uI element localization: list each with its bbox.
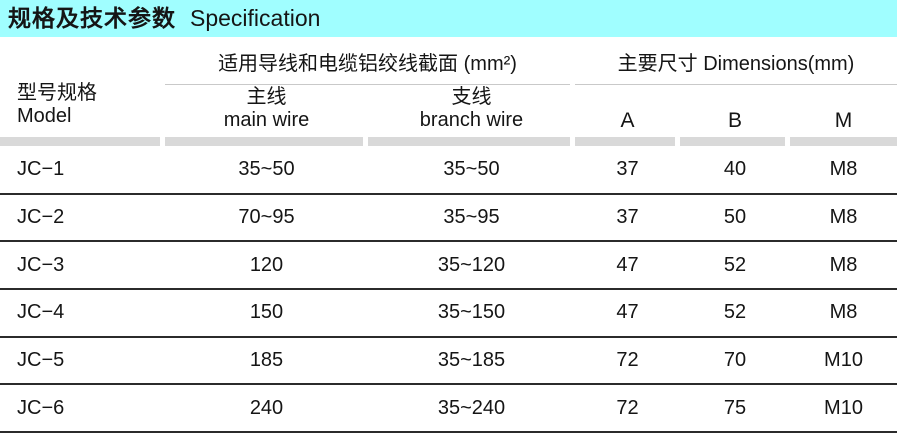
branch-wire-cell: 35~150 [437, 301, 506, 324]
table-row: JC−4 150 35~150 47 52 M8 [0, 290, 897, 338]
dim-a-cell: 47 [616, 253, 639, 276]
dim-a-cell: 47 [616, 301, 639, 324]
separator-segment [0, 137, 160, 146]
dim-a-cell: 72 [616, 396, 639, 419]
main-wire-cell: 150 [249, 301, 284, 324]
table-header: 适用导线和电缆铝绞线截面 (mm²) 主要尺寸 Dimensions(mm) 型… [0, 37, 897, 147]
main-wire-cell: 35~50 [238, 158, 295, 181]
separator-segment [368, 137, 570, 146]
table-row: JC−2 70~95 35~95 37 50 M8 [0, 195, 897, 243]
column-header-model-en: Model [17, 105, 72, 127]
model-cell: JC−4 [17, 301, 65, 324]
separator-segment [575, 137, 675, 146]
column-header-main-wire-zh: 主线 [246, 86, 287, 108]
column-separator-band [0, 137, 897, 146]
dim-m-cell: M10 [824, 396, 863, 419]
dim-a-cell: 72 [616, 349, 639, 372]
main-wire-cell: 120 [249, 253, 284, 276]
page-title-en: Specification [190, 5, 321, 31]
dim-m-cell: M8 [829, 206, 858, 228]
branch-wire-cell: 35~120 [437, 253, 506, 276]
dim-m-cell: M10 [824, 349, 863, 372]
table-row: JC−5 185 35~185 72 70 M10 [0, 338, 897, 386]
branch-wire-cell: 35~185 [437, 349, 506, 372]
column-header-branch-wire-en: branch wire [419, 109, 524, 131]
column-header-main-wire: 主线 main wire [165, 86, 368, 132]
model-cell: JC−2 [17, 206, 65, 228]
dim-m-cell: M8 [829, 158, 858, 181]
column-header-m: M [834, 109, 853, 132]
branch-wire-cell: 35~95 [443, 206, 500, 228]
main-wire-cell: 185 [249, 349, 284, 372]
table-row: JC−3 120 35~120 47 52 M8 [0, 242, 897, 291]
column-group-wire-section: 适用导线和电缆铝绞线截面 (mm²) [218, 53, 517, 75]
table-row: JC−1 35~50 35~50 37 40 M8 [0, 147, 897, 195]
column-header-branch-wire-zh: 支线 [451, 86, 492, 108]
dim-b-cell: 52 [723, 301, 747, 324]
separator-segment [165, 137, 363, 146]
model-cell: JC−3 [17, 253, 65, 276]
branch-wire-cell: 35~50 [443, 158, 500, 181]
model-cell: JC−1 [17, 158, 65, 181]
separator-segment [790, 137, 897, 146]
dim-b-cell: 50 [723, 206, 747, 228]
dim-m-cell: M8 [829, 301, 858, 324]
dim-a-cell: 37 [616, 158, 639, 181]
header-underline-dimensions [575, 84, 897, 85]
header-underline-wire [165, 84, 570, 85]
page-title-zh: 规格及技术参数 [8, 5, 176, 31]
column-header-model: 型号规格 Model [17, 82, 97, 128]
model-cell: JC−6 [17, 396, 65, 419]
model-cell: JC−5 [17, 349, 65, 372]
dim-b-cell: 52 [723, 253, 747, 276]
table-body: JC−1 35~50 35~50 37 40 M8 JC−2 70~95 35~… [0, 147, 897, 434]
column-header-branch-wire: 支线 branch wire [368, 86, 575, 132]
title-bar: 规格及技术参数 Specification [0, 0, 897, 37]
dim-b-cell: 70 [723, 349, 747, 372]
dim-a-cell: 37 [616, 206, 639, 228]
table-row: JC−6 240 35~240 72 75 M10 [0, 385, 897, 434]
separator-segment [680, 137, 785, 146]
branch-wire-cell: 35~240 [437, 396, 506, 419]
column-header-b: B [727, 109, 742, 132]
column-header-a: A [620, 109, 635, 132]
main-wire-cell: 70~95 [238, 206, 295, 228]
dim-b-cell: 75 [723, 396, 747, 419]
dim-b-cell: 40 [723, 158, 747, 181]
column-header-main-wire-en: main wire [223, 109, 310, 131]
column-header-model-zh: 型号规格 [17, 82, 97, 104]
main-wire-cell: 240 [249, 396, 284, 419]
column-group-dimensions: 主要尺寸 Dimensions(mm) [617, 53, 855, 75]
dim-m-cell: M8 [829, 253, 858, 276]
